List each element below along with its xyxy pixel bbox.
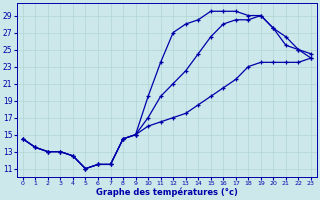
X-axis label: Graphe des températures (°c): Graphe des températures (°c) bbox=[96, 188, 238, 197]
